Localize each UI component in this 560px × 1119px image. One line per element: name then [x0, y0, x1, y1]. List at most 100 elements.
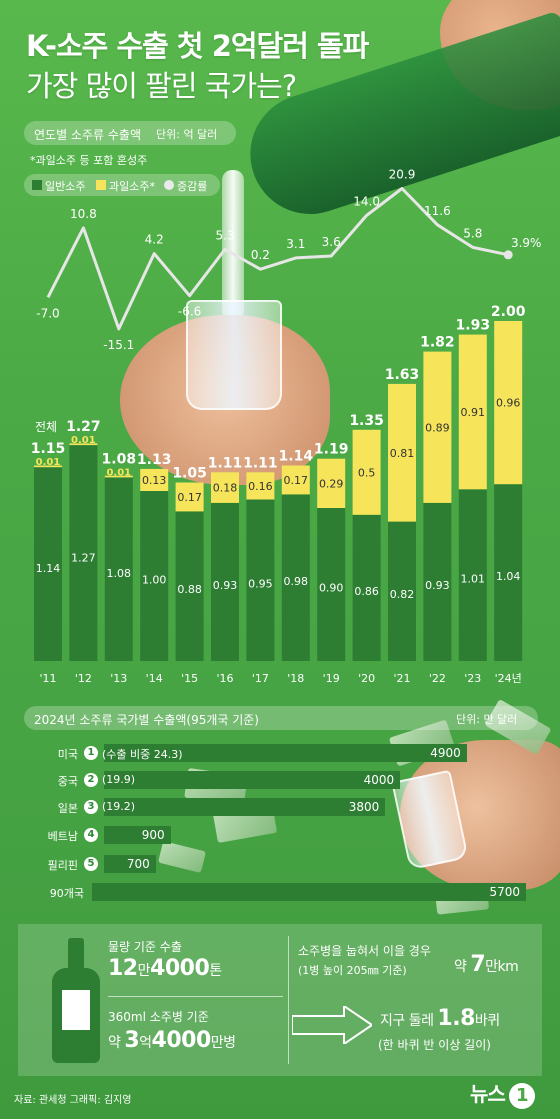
bar-general-value: 0.93 — [213, 579, 238, 592]
bar-fruit-value: 0.89 — [425, 421, 450, 434]
x-tick-label: '20 — [358, 672, 375, 685]
country-name: 필리핀 — [47, 859, 78, 872]
rate-value-label: 14.0 — [353, 194, 380, 208]
lay-label-note: (1병 높이 205㎜ 기준) — [298, 964, 407, 977]
bar-fruit-value: 0.96 — [496, 397, 521, 410]
country-value: 5700 — [489, 885, 520, 899]
bar-general-soju — [494, 484, 523, 661]
bar-total-value: 1.93 — [456, 318, 491, 334]
title-line2: 가장 많이 팔린 국가는? — [26, 69, 297, 103]
bar-fruit-soju — [423, 351, 452, 503]
bar-fruit-soju — [211, 472, 239, 503]
bar-fruit-value: 0.17 — [177, 491, 202, 504]
banknote-image — [157, 841, 207, 873]
legend-general-label: 일반소주 — [45, 180, 86, 193]
bar-fruit-soju — [317, 458, 346, 508]
bar-fruit-soju — [34, 465, 62, 468]
bar-general-value: 1.00 — [142, 573, 167, 586]
legend-rate-label: 증감률 — [177, 180, 208, 193]
bar-fruit-soju — [104, 475, 133, 478]
rank-badge: 1 — [84, 746, 98, 760]
rate-value-label: 10.8 — [70, 207, 97, 221]
shot-glass-image — [186, 300, 282, 410]
bar-fruit-soju — [458, 334, 487, 490]
bar-total-value: 1.11 — [243, 455, 278, 471]
rate-value-label: 3.6 — [322, 235, 341, 249]
legend-rate-marker — [164, 180, 174, 190]
page-title: K-소주 수출 첫 2억달러 돌파 가장 많이 팔린 국가는? — [26, 26, 369, 106]
bar-fruit-soju — [69, 443, 98, 446]
annual-chart-unit: 단위: 억 달러 — [156, 128, 218, 141]
country-name: 중국 — [57, 775, 78, 788]
export-share: (19.9) — [102, 773, 136, 786]
title-brand: K-소주 — [26, 29, 108, 63]
bar-fruit-value: 0.91 — [461, 406, 486, 419]
bar-general-soju — [69, 445, 98, 661]
country-name: 미국 — [57, 748, 78, 761]
bar-total-value: 1.19 — [314, 442, 349, 458]
bar-general-value: 0.86 — [354, 585, 379, 598]
country-bar — [104, 798, 386, 816]
bar-total-value: 1.82 — [420, 335, 455, 351]
bar-general-soju — [34, 467, 62, 661]
bar-general-value: 1.14 — [36, 562, 61, 575]
bar-general-soju — [388, 521, 416, 661]
country-value: 4000 — [363, 773, 395, 787]
bar-general-value: 0.93 — [425, 579, 450, 592]
bar-general-value: 0.82 — [390, 588, 415, 601]
x-tick-label: '22 — [429, 672, 446, 685]
bar-fruit-value: 0.13 — [142, 474, 167, 487]
x-tick-label: '14 — [146, 672, 163, 685]
bar-fruit-soju — [494, 321, 523, 485]
bar-total-value: 1.27 — [66, 419, 101, 435]
volume-label: 물량 기준 수출 — [108, 940, 182, 954]
x-tick-label: '13 — [110, 672, 127, 685]
legend-fruit-label: 과일소주* — [109, 180, 155, 193]
rate-value-label: 5.3 — [215, 228, 234, 242]
bar-general-value: 1.27 — [71, 551, 96, 564]
bar-fruit-soju — [388, 383, 416, 522]
rank-badge: 4 — [84, 828, 98, 842]
lay-label: 소주병을 눕혀서 이을 경우 — [298, 944, 431, 958]
bar-total-value: 1.63 — [385, 367, 420, 383]
annual-chart-header — [24, 121, 236, 145]
country-bar — [104, 855, 156, 873]
country-name: 일본 — [57, 802, 78, 815]
news1-logo: 뉴스 1 — [470, 1078, 535, 1109]
bar-fruit-value: 0.18 — [213, 482, 238, 495]
earth-note: (한 바퀴 반 이상 길이) — [378, 1038, 491, 1052]
bar-total-value: 2.00 — [491, 304, 526, 320]
bar-total-value: 1.11 — [208, 455, 243, 471]
rank-badge: 5 — [84, 857, 98, 871]
volume-value: 12만4000톤 — [108, 956, 222, 981]
bar-general-value: 0.98 — [284, 575, 309, 588]
country-value: 900 — [141, 828, 165, 842]
bottle-value: 약 3억4000만병 — [108, 1028, 236, 1053]
right-arrow-icon — [292, 1006, 372, 1044]
rate-value-label: -6.6 — [178, 305, 201, 319]
bottle-label: 360ml 소주병 기준 — [108, 1010, 209, 1024]
country-bar — [92, 883, 526, 901]
x-tick-label: '17 — [252, 672, 269, 685]
bar-general-soju — [104, 477, 133, 661]
bar-fruit-soju — [246, 472, 275, 500]
annual-chart-note: *과일소주 등 포함 혼성주 — [30, 154, 148, 167]
bar-general-value: 0.95 — [248, 577, 273, 590]
rank-badge: 2 — [84, 773, 98, 787]
bar-fruit-soju — [281, 465, 310, 495]
bar-general-soju — [140, 491, 169, 661]
x-tick-label: '18 — [287, 672, 304, 685]
bar-fruit-soju — [140, 468, 169, 491]
bar-fruit-value: 0.29 — [319, 477, 344, 490]
rate-value-label: 4.2 — [145, 233, 164, 247]
title-line1: 수출 첫 2억달러 돌파 — [107, 29, 369, 63]
bar-fruit-soju — [175, 482, 204, 512]
info-box: 물량 기준 수출 12만4000톤 360ml 소주병 기준 약 3억4000만… — [18, 924, 542, 1076]
bar-fruit-soju — [352, 429, 381, 515]
country-name: 베트남 — [47, 830, 78, 843]
bar-total-value: 1.13 — [137, 452, 172, 468]
x-tick-label: '15 — [181, 672, 198, 685]
bar-general-soju — [352, 514, 381, 661]
x-tick-label: '11 — [39, 672, 56, 685]
rate-value-label: 11.6 — [424, 204, 451, 218]
